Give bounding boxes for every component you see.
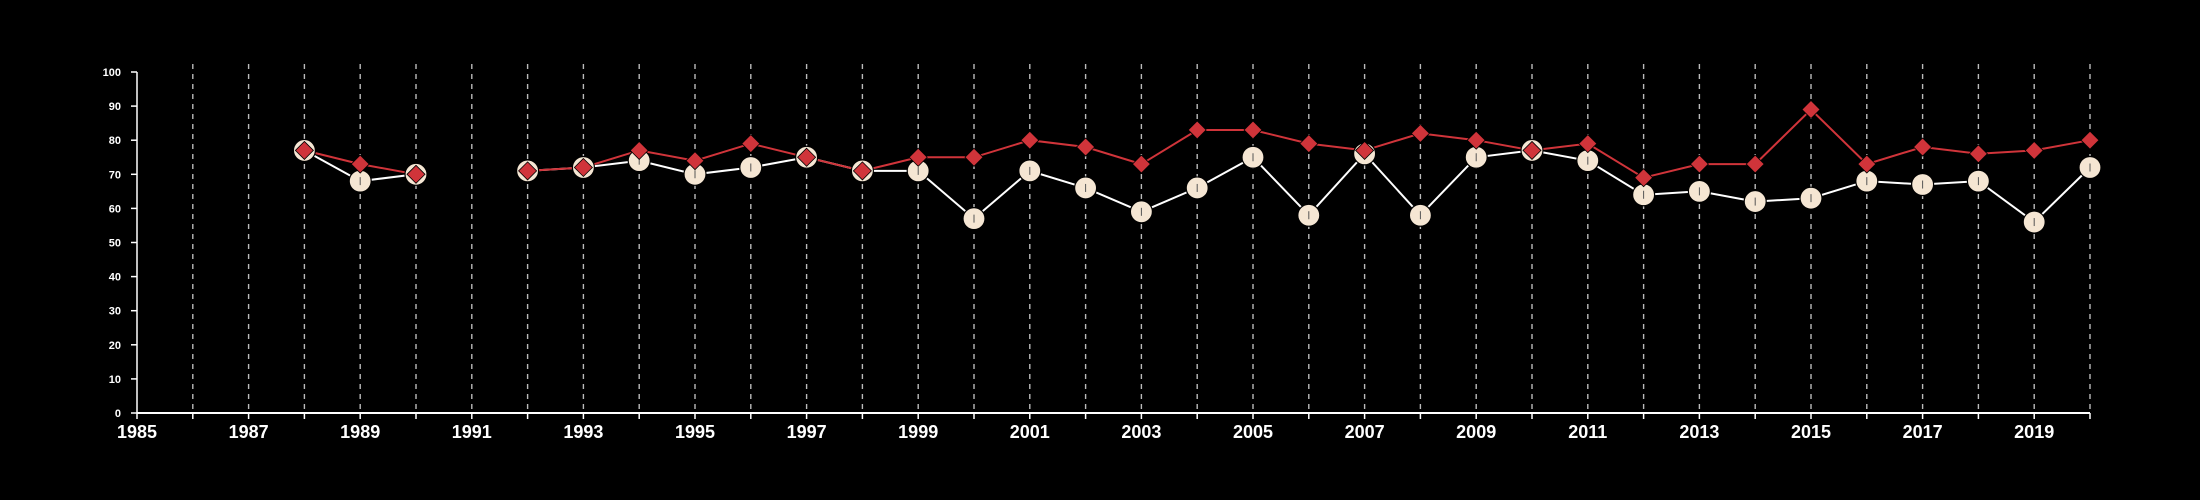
circle-point-1996 <box>739 155 763 180</box>
diamond-point-2003 <box>1131 154 1151 174</box>
y-tick-label-10: 10 <box>109 374 121 386</box>
diamond-point-1997 <box>797 147 817 167</box>
x-tick-label-2003: 2003 <box>1121 422 1161 442</box>
diamond-point-2016 <box>1857 154 1877 174</box>
diamond-point-2002 <box>1076 137 1096 157</box>
circle-point-2020 <box>2078 155 2102 180</box>
diamond-point-2012 <box>1634 168 1654 188</box>
diamond-point-2001 <box>1020 130 1040 150</box>
circle-point-2002 <box>1073 176 1098 200</box>
axes: 0 10 20 30 40 50 60 70 80 90 100 1985 1987 1989 1991 19… <box>103 67 2091 442</box>
x-tick-label-2005: 2005 <box>1233 422 1273 442</box>
diamond-point-2007 <box>1355 140 1375 160</box>
diamond-point-2009 <box>1466 130 1486 150</box>
diamond-point-2000 <box>964 147 984 167</box>
x-tick-label-1995: 1995 <box>675 422 715 442</box>
diamond-point-1996 <box>741 134 761 154</box>
circle-point-2006 <box>1297 203 1321 227</box>
diamond-point-2011 <box>1578 134 1598 154</box>
diamond-point-1988 <box>294 140 314 160</box>
diamond-point-1998 <box>852 161 872 181</box>
circle-point-2013 <box>1687 179 1712 203</box>
x-tick-label-2017: 2017 <box>1903 422 1943 442</box>
x-tick-label-1989: 1989 <box>340 422 380 442</box>
diamond-point-1993 <box>573 157 593 178</box>
circle-point-2000 <box>962 207 986 231</box>
x-tick-label-2007: 2007 <box>1345 422 1385 442</box>
y-tick-label-70: 70 <box>109 169 121 181</box>
circle-point-2018 <box>1966 169 1991 193</box>
diamond-point-1990 <box>406 164 426 184</box>
y-tick-label-80: 80 <box>109 135 121 147</box>
circle-point-2005 <box>1241 145 1265 169</box>
diamond-point-2013 <box>1689 154 1709 174</box>
circle-point-2004 <box>1185 176 1209 200</box>
x-tick-label-1993: 1993 <box>563 422 603 442</box>
circle-point-2008 <box>1408 203 1433 227</box>
x-tick-label-2013: 2013 <box>1679 422 1719 442</box>
circle-point-2017 <box>1910 172 1935 197</box>
circle-point-2003 <box>1129 200 1154 224</box>
x-tick-label-2011: 2011 <box>1568 422 1607 442</box>
y-tick-label-30: 30 <box>109 306 121 318</box>
y-tick-label-40: 40 <box>109 272 121 284</box>
diamond-point-2019 <box>2024 140 2044 160</box>
x-tick-label-2009: 2009 <box>1456 422 1496 442</box>
y-tick-label-100: 100 <box>103 67 121 79</box>
diamond-point-2014 <box>1745 154 1765 174</box>
diamond-point-2008 <box>1410 123 1430 143</box>
x-tick-label-2001: 2001 <box>1010 422 1050 442</box>
x-tick-label-1991: 1991 <box>452 422 492 442</box>
diamond-point-1992 <box>518 161 538 181</box>
circle-point-2019 <box>2022 210 2046 234</box>
x-tick-label-1985: 1985 <box>117 422 157 442</box>
x-tick-label-1997: 1997 <box>787 422 827 442</box>
circle-point-2015 <box>1799 186 1823 210</box>
y-tick-label-50: 50 <box>109 238 121 250</box>
grid-lines <box>192 64 2091 413</box>
diamond-point-2018 <box>1968 144 1988 164</box>
diamond-point-1999 <box>908 147 928 167</box>
y-tick-label-90: 90 <box>109 101 121 113</box>
diamond-point-1989 <box>350 154 370 174</box>
diamond-point-1995 <box>685 151 705 171</box>
x-tick-label-2015: 2015 <box>1791 422 1831 442</box>
x-tick-label-2019: 2019 <box>2014 422 2054 442</box>
y-tick-label-0: 0 <box>115 408 121 420</box>
diamond-point-2015 <box>1801 99 1821 120</box>
diamond-point-2006 <box>1299 134 1319 154</box>
diamond-point-2004 <box>1187 120 1207 140</box>
circle-point-2001 <box>1018 159 1042 183</box>
diamond-point-2005 <box>1243 120 1263 140</box>
y-tick-label-60: 60 <box>109 203 121 215</box>
diamond-point-2020 <box>2080 130 2100 150</box>
circle-point-2014 <box>1743 189 1767 214</box>
diamond-point-1994 <box>629 140 649 160</box>
series <box>292 99 2102 234</box>
diamond-point-2010 <box>1522 140 1542 160</box>
x-tick-label-1999: 1999 <box>898 422 938 442</box>
diamond-point-2017 <box>1913 137 1933 157</box>
y-tick-label-20: 20 <box>109 340 121 352</box>
x-tick-label-1987: 1987 <box>229 422 269 442</box>
